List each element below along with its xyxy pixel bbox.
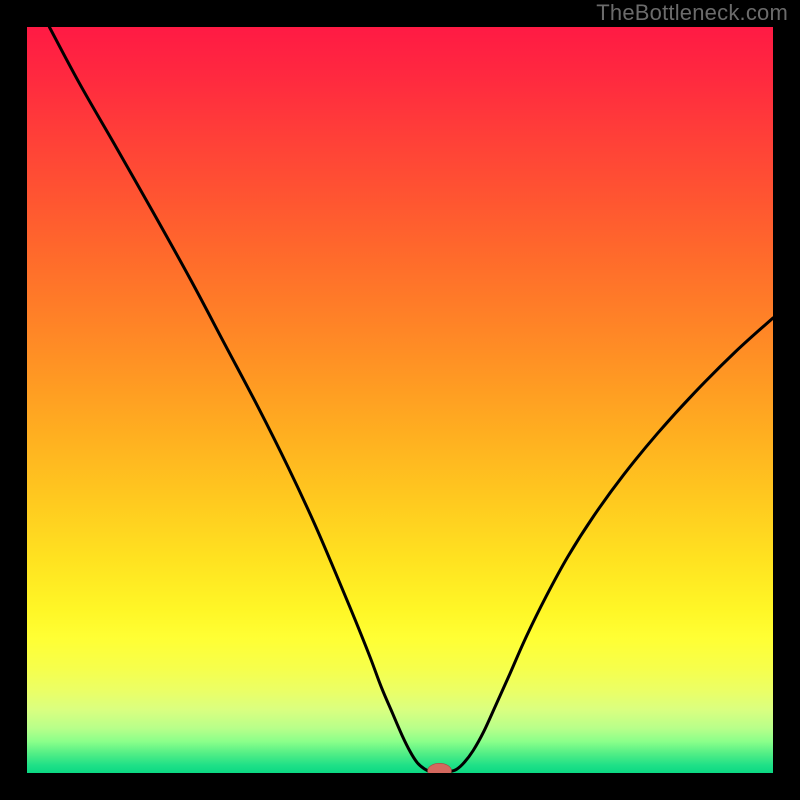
plot-svg [27, 27, 773, 773]
plot-area [27, 27, 773, 773]
chart-frame: TheBottleneck.com [0, 0, 800, 800]
plot-background [27, 27, 773, 773]
watermark-text: TheBottleneck.com [596, 0, 788, 26]
